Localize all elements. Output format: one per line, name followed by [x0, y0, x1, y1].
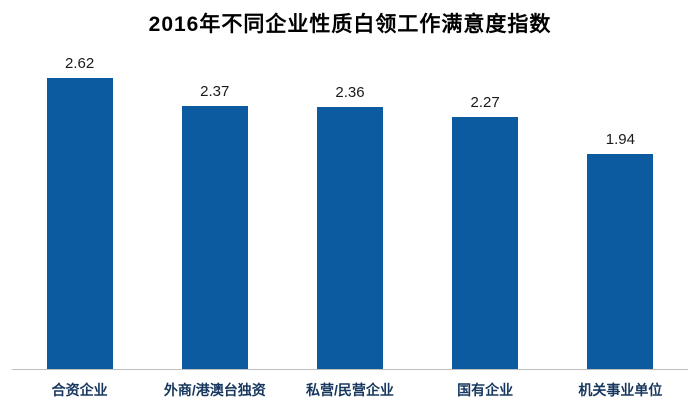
category-label: 私营/民营企业	[306, 382, 394, 398]
bar-value-label: 2.36	[335, 84, 365, 101]
bar	[587, 154, 654, 369]
bar	[316, 107, 383, 369]
bar-group: 2.27	[418, 48, 553, 369]
bar-group: 2.37	[147, 48, 282, 369]
bar-group: 2.62	[12, 48, 147, 369]
category-label: 国有企业	[457, 382, 514, 398]
bar-value-label: 2.62	[64, 55, 95, 72]
plot-area: 2.62 2.37 2.36 2.27 1.94	[12, 48, 688, 370]
bar-value-label: 1.94	[605, 131, 635, 148]
bar-value-label: 2.37	[200, 83, 230, 100]
category-label: 合资企业	[51, 382, 108, 398]
bar-group: 2.36	[282, 48, 417, 369]
bar	[181, 106, 248, 369]
bar-group: 1.94	[553, 48, 688, 369]
category-label: 机关事业单位	[578, 382, 663, 398]
category-axis: 合资企业 外商/港澳台独资 私营/民营企业 国有企业 机关事业单位	[12, 380, 688, 400]
chart-title: 2016年不同企业性质白领工作满意度指数	[148, 13, 552, 36]
bar	[46, 78, 113, 369]
bar-value-label: 2.27	[470, 94, 500, 111]
bar	[452, 117, 519, 369]
bars-container: 2.62 2.37 2.36 2.27 1.94	[12, 48, 688, 370]
category-label: 外商/港澳台独资	[163, 382, 266, 398]
